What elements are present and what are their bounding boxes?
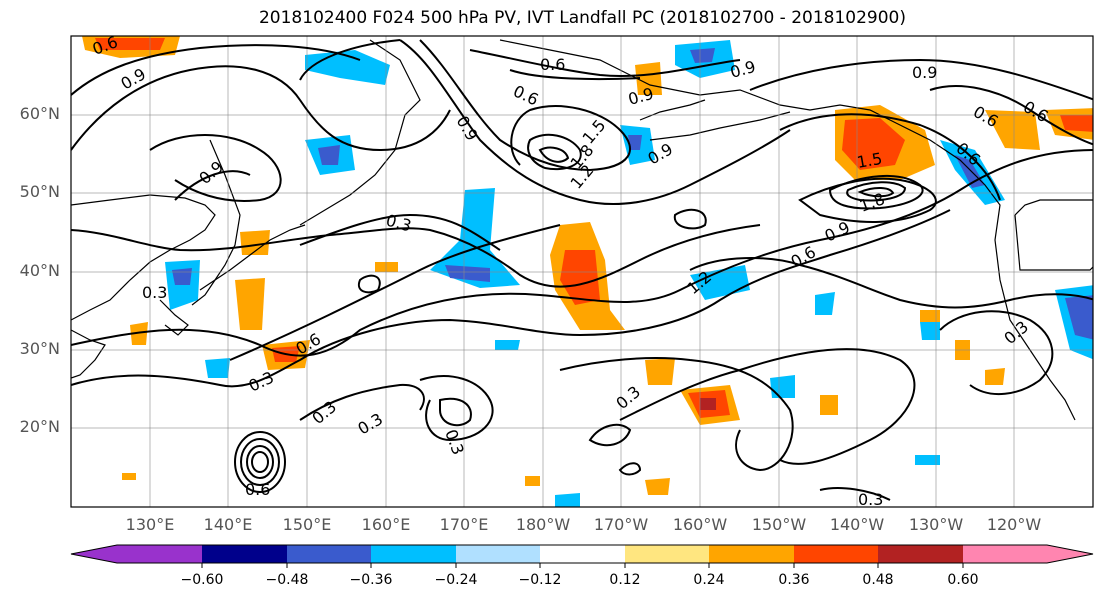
- lon-label: 140°E: [203, 515, 253, 534]
- anomaly-blob: [915, 455, 940, 465]
- colorbar-outline: [70, 544, 1094, 564]
- colorbar-tick-label: 0.12: [609, 572, 641, 588]
- lon-label: 180°W: [515, 515, 571, 534]
- anomaly-blob: [95, 38, 165, 50]
- pv-contours: [71, 39, 1093, 501]
- lat-label: 50°N: [19, 182, 60, 201]
- colorbar-segment: [540, 545, 625, 563]
- anomaly-blob: [645, 358, 675, 385]
- anomaly-blob: [430, 188, 520, 288]
- colorbar-segment: [371, 545, 456, 563]
- coastlines: [71, 39, 1093, 421]
- lon-label: 160°E: [361, 515, 411, 534]
- anomaly-blob: [525, 476, 540, 486]
- anomaly-blob: [920, 310, 940, 322]
- colorbar: [70, 544, 1094, 568]
- anomaly-blob: [235, 278, 265, 330]
- contour-label: 0.6: [245, 480, 270, 499]
- anomaly-blob: [318, 145, 340, 165]
- contour-label: 1.5: [855, 149, 883, 172]
- anomaly-blob: [700, 398, 716, 410]
- gridlines: [71, 36, 1093, 507]
- colorbar-tick-label: −0.24: [434, 572, 478, 588]
- lon-label: 140°W: [829, 515, 885, 534]
- colorbar-tick-label: −0.60: [180, 572, 224, 588]
- anomaly-blob: [122, 473, 136, 480]
- anomaly-blob: [205, 358, 230, 378]
- colorbar-low-extension: [71, 545, 117, 563]
- colorbar-segment: [878, 545, 963, 563]
- anomaly-blob: [495, 340, 520, 350]
- colorbar-tick-label: −0.12: [518, 572, 562, 588]
- lon-label: 120°W: [986, 515, 1042, 534]
- colorbar-tick-label: 0.48: [862, 572, 894, 588]
- lat-label: 40°N: [19, 261, 60, 280]
- map-border: [70, 35, 1094, 508]
- lat-label: 30°N: [19, 339, 60, 358]
- contour-label: 0.3: [246, 368, 277, 396]
- contour-label: 0.6: [510, 81, 541, 109]
- colorbar-segment: [625, 545, 709, 563]
- anomaly-blob: [690, 48, 715, 63]
- shaded-anomalies: [82, 36, 1093, 507]
- contour-label: 0.3: [858, 490, 883, 509]
- colorbar-segment: [287, 545, 371, 563]
- anomaly-blob: [172, 268, 192, 285]
- contour-label: 0.9: [195, 157, 227, 188]
- lat-label: 20°N: [19, 417, 60, 436]
- anomaly-blob: [920, 320, 940, 340]
- contour-label: 0.6: [540, 55, 565, 74]
- anomaly-blob: [240, 230, 270, 255]
- anomaly-blob: [1060, 115, 1093, 132]
- colorbar-segment: [456, 545, 540, 563]
- contour-label: 0.3: [1000, 317, 1032, 348]
- contour-label: 0.9: [118, 64, 150, 93]
- colorbar-tick-label: −0.36: [349, 572, 393, 588]
- colorbar-tick-label: 0.60: [947, 572, 979, 588]
- contour-label: 0.9: [453, 113, 482, 145]
- lon-label: 130°E: [125, 515, 175, 534]
- lon-label: 170°E: [439, 515, 489, 534]
- anomaly-blob: [985, 368, 1005, 385]
- anomaly-blob: [770, 375, 795, 398]
- anomaly-blob: [635, 62, 662, 95]
- lon-label: 170°W: [593, 515, 649, 534]
- colorbar-tick-label: 0.24: [693, 572, 725, 588]
- map-title: 2018102400 F024 500 hPa PV, IVT Landfall…: [258, 8, 906, 28]
- contour-label: 0.9: [822, 218, 853, 246]
- colorbar-ticks: [201, 563, 964, 568]
- contour-label: 0.3: [142, 283, 167, 302]
- lat-label: 60°N: [19, 104, 60, 123]
- colorbar-segment: [117, 545, 202, 563]
- colorbar-tick-label: −0.48: [265, 572, 309, 588]
- lon-label: 160°W: [672, 515, 728, 534]
- colorbar-high-extension: [963, 545, 1093, 563]
- anomaly-blob: [842, 118, 905, 170]
- anomaly-blob: [555, 493, 580, 507]
- contour-label: 0.3: [612, 382, 644, 413]
- contour-label: 0.9: [626, 84, 656, 109]
- anomaly-blob: [645, 478, 670, 495]
- anomaly-blob: [1065, 295, 1093, 340]
- colorbar-segment: [794, 545, 878, 563]
- anomaly-blob: [560, 250, 600, 305]
- colorbar-segment: [202, 545, 287, 563]
- lon-label: 130°W: [908, 515, 964, 534]
- colorbar-tick-label: 0.36: [778, 572, 810, 588]
- lon-label: 150°W: [751, 515, 807, 534]
- anomaly-blob: [628, 135, 642, 150]
- lon-label: 150°E: [282, 515, 332, 534]
- anomaly-blob: [985, 110, 1040, 150]
- anomaly-blob: [815, 292, 835, 315]
- colorbar-segment: [709, 545, 794, 563]
- anomaly-blob: [445, 265, 490, 282]
- contour-label: 0.9: [912, 63, 937, 82]
- concentric-contours: [234, 431, 286, 493]
- contour-label: 0.3: [355, 409, 387, 438]
- anomaly-blob: [820, 395, 838, 415]
